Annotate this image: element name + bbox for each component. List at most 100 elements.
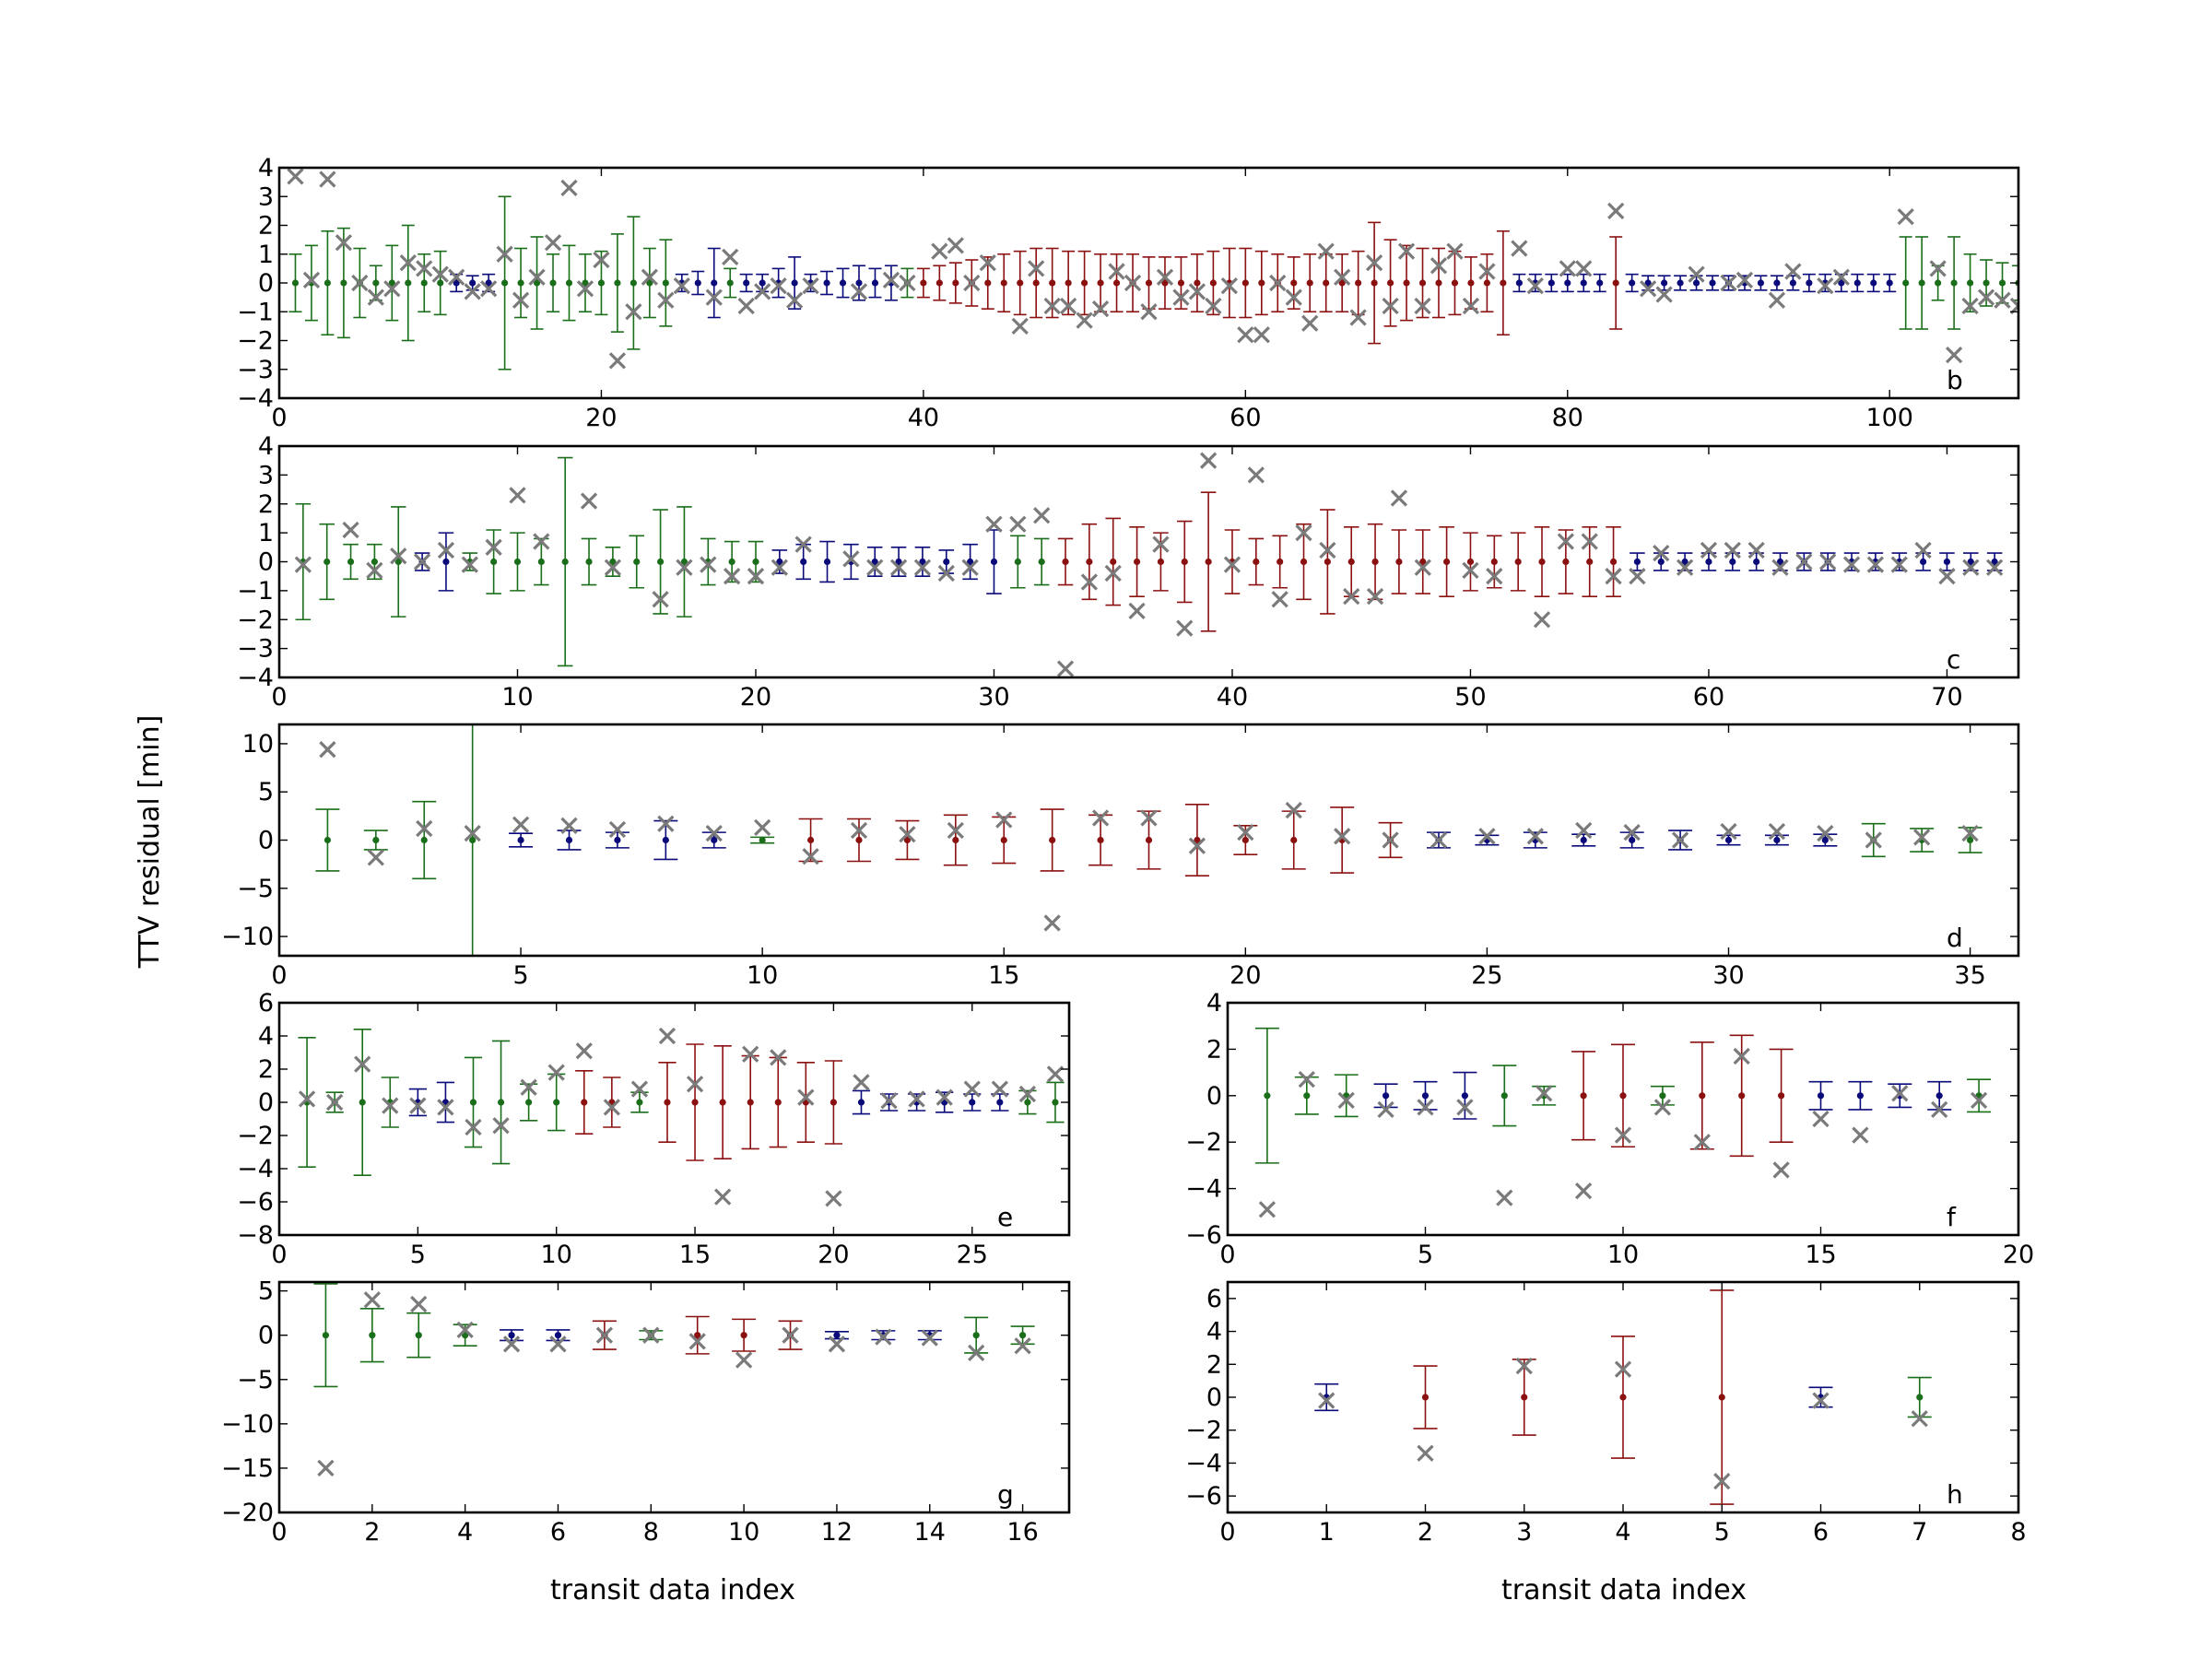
cross-marker (2009, 297, 2018, 315)
cross-marker (1653, 1099, 1672, 1116)
data-point (508, 1332, 515, 1339)
panel-label: f (1947, 1202, 1957, 1232)
cross-marker (754, 283, 771, 300)
cross-marker (1768, 291, 1786, 309)
data-point (823, 558, 831, 566)
cross-marker (1108, 263, 1125, 280)
data-point (1718, 1394, 1725, 1401)
data-point (1773, 836, 1781, 844)
cross-marker (853, 1074, 870, 1091)
cross-marker (287, 168, 304, 185)
cross-marker (747, 568, 765, 585)
data-point (871, 558, 878, 566)
cross-marker (1817, 276, 1834, 295)
data-point (774, 1099, 782, 1106)
cross-marker (480, 280, 498, 298)
cross-marker (1091, 809, 1110, 827)
cross-marker (1043, 914, 1061, 932)
data-point (919, 558, 926, 566)
x-tick-label: 20 (740, 683, 771, 712)
cross-marker (533, 533, 550, 550)
cross-marker (502, 1335, 521, 1353)
cross-marker (1914, 541, 1932, 559)
data-point (1918, 279, 1925, 287)
cross-marker (1897, 207, 1914, 226)
panel-e: 0 5 10 15 20 25 −8 −6 −4 −2 0 2 4 6 e (237, 989, 1071, 1269)
data-point (967, 558, 974, 566)
data-point (525, 1099, 533, 1106)
data-point (1258, 279, 1265, 287)
cross-marker (676, 559, 693, 576)
data-point (680, 558, 688, 566)
cross-marker (1366, 588, 1384, 606)
data-point (1386, 279, 1394, 287)
cross-marker (1640, 280, 1657, 298)
data-point (1466, 558, 1475, 566)
data-point (1303, 1092, 1311, 1100)
data-point (823, 279, 830, 287)
data-point (1515, 279, 1523, 287)
data-point (1661, 279, 1668, 287)
cross-marker (560, 179, 578, 197)
cross-marker (1430, 831, 1448, 849)
cross-marker (604, 559, 622, 576)
cross-marker (1014, 1337, 1031, 1355)
cross-marker (1176, 619, 1194, 637)
x-tick-label: 0 (271, 961, 287, 990)
cross-marker (366, 561, 383, 580)
panel-g-frame (277, 1280, 1071, 1514)
cross-marker (1693, 1134, 1711, 1151)
data-point (1936, 1092, 1943, 1100)
cross-marker (1220, 276, 1238, 295)
data-point (1110, 558, 1117, 566)
x-tick-label: 20 (1230, 961, 1261, 990)
data-point (1920, 558, 1927, 566)
y-tick-label: −4 (237, 1155, 274, 1183)
panel-h: 0 1 2 3 4 5 6 7 8 −6 −4 −2 0 2 4 6 h (1185, 1280, 2027, 1547)
data-point (597, 279, 606, 287)
cross-marker (794, 535, 812, 553)
data-point (1562, 558, 1570, 566)
cross-marker (1852, 1126, 1869, 1144)
cross-marker (1891, 1085, 1909, 1102)
cross-marker (1614, 1126, 1632, 1144)
cross-marker (947, 821, 964, 840)
y-tick-label: 2 (1206, 1350, 1222, 1379)
cross-marker (319, 741, 336, 759)
data-point (1049, 279, 1056, 287)
y-tick-label: 3 (258, 461, 274, 489)
data-point (1435, 279, 1442, 287)
y-tick-label: −20 (221, 1499, 274, 1527)
cross-marker (1060, 297, 1077, 315)
cross-marker (1812, 1110, 1830, 1128)
data-point (1633, 558, 1641, 566)
data-point (1547, 279, 1555, 287)
cross-marker (492, 1117, 510, 1135)
data-point (747, 1099, 754, 1106)
data-point (920, 279, 927, 287)
data-point (1983, 279, 1990, 287)
panel-d-plot-area (315, 724, 1983, 956)
x-tick-label: 0 (1219, 1241, 1235, 1269)
x-tick-label: 20 (818, 1241, 849, 1269)
data-point (1776, 558, 1784, 566)
y-tick-label: −2 (1185, 1417, 1222, 1445)
cross-marker (785, 291, 804, 309)
x-tick-label: 50 (1454, 683, 1486, 712)
y-tick-label: 5 (258, 778, 274, 806)
x-tick-label: 30 (1712, 961, 1744, 990)
data-point (420, 279, 428, 287)
y-tick-label: 4 (1206, 989, 1222, 1018)
cross-marker (985, 515, 1003, 533)
data-point (372, 836, 380, 844)
cross-marker (1318, 1392, 1335, 1409)
x-axis-label-right: transit data index (1501, 1574, 1747, 1606)
cross-marker (1795, 553, 1813, 571)
data-point (806, 836, 815, 844)
data-point (1097, 836, 1104, 844)
data-point (1644, 279, 1652, 287)
panel-label: g (997, 1479, 1014, 1510)
cross-marker (1028, 260, 1045, 277)
cross-marker (931, 242, 948, 260)
